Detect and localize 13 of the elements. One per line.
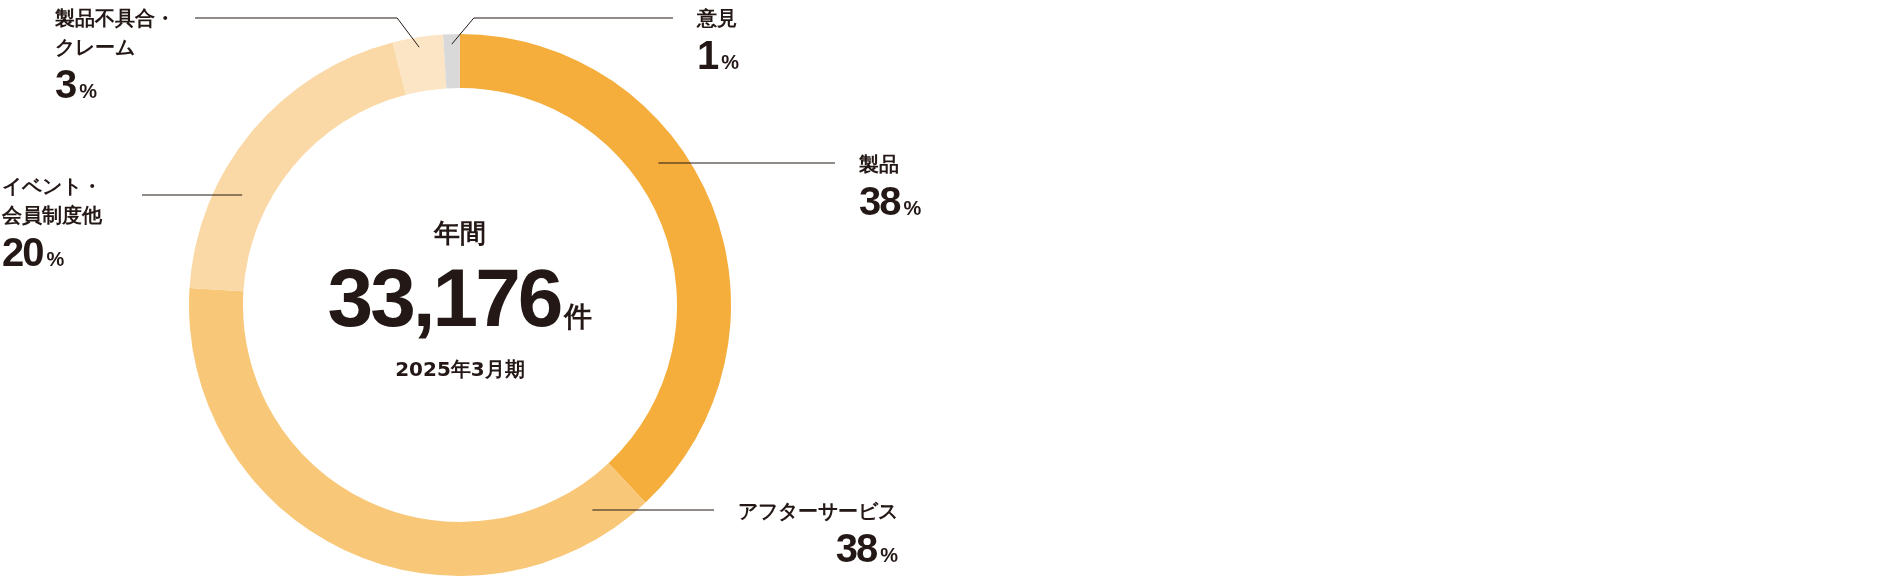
data-label: 3% — [55, 62, 99, 106]
slice-label: 意見 — [697, 5, 738, 32]
data-label: 20% — [2, 230, 66, 274]
slice-label: イベント・会員制度他 — [2, 173, 102, 229]
data-label: 1% — [697, 33, 740, 77]
slice-label: 製品不具合・クレーム — [55, 5, 175, 61]
text: 33,176件 — [327, 252, 593, 343]
slice-label: アフターサービス — [738, 498, 898, 525]
slice-label: 製品 — [859, 151, 900, 178]
data-label: 38% — [834, 526, 898, 570]
data-label: 38% — [859, 179, 922, 223]
text: 2025年3月期 — [395, 357, 525, 381]
text: 年間 — [433, 218, 486, 248]
